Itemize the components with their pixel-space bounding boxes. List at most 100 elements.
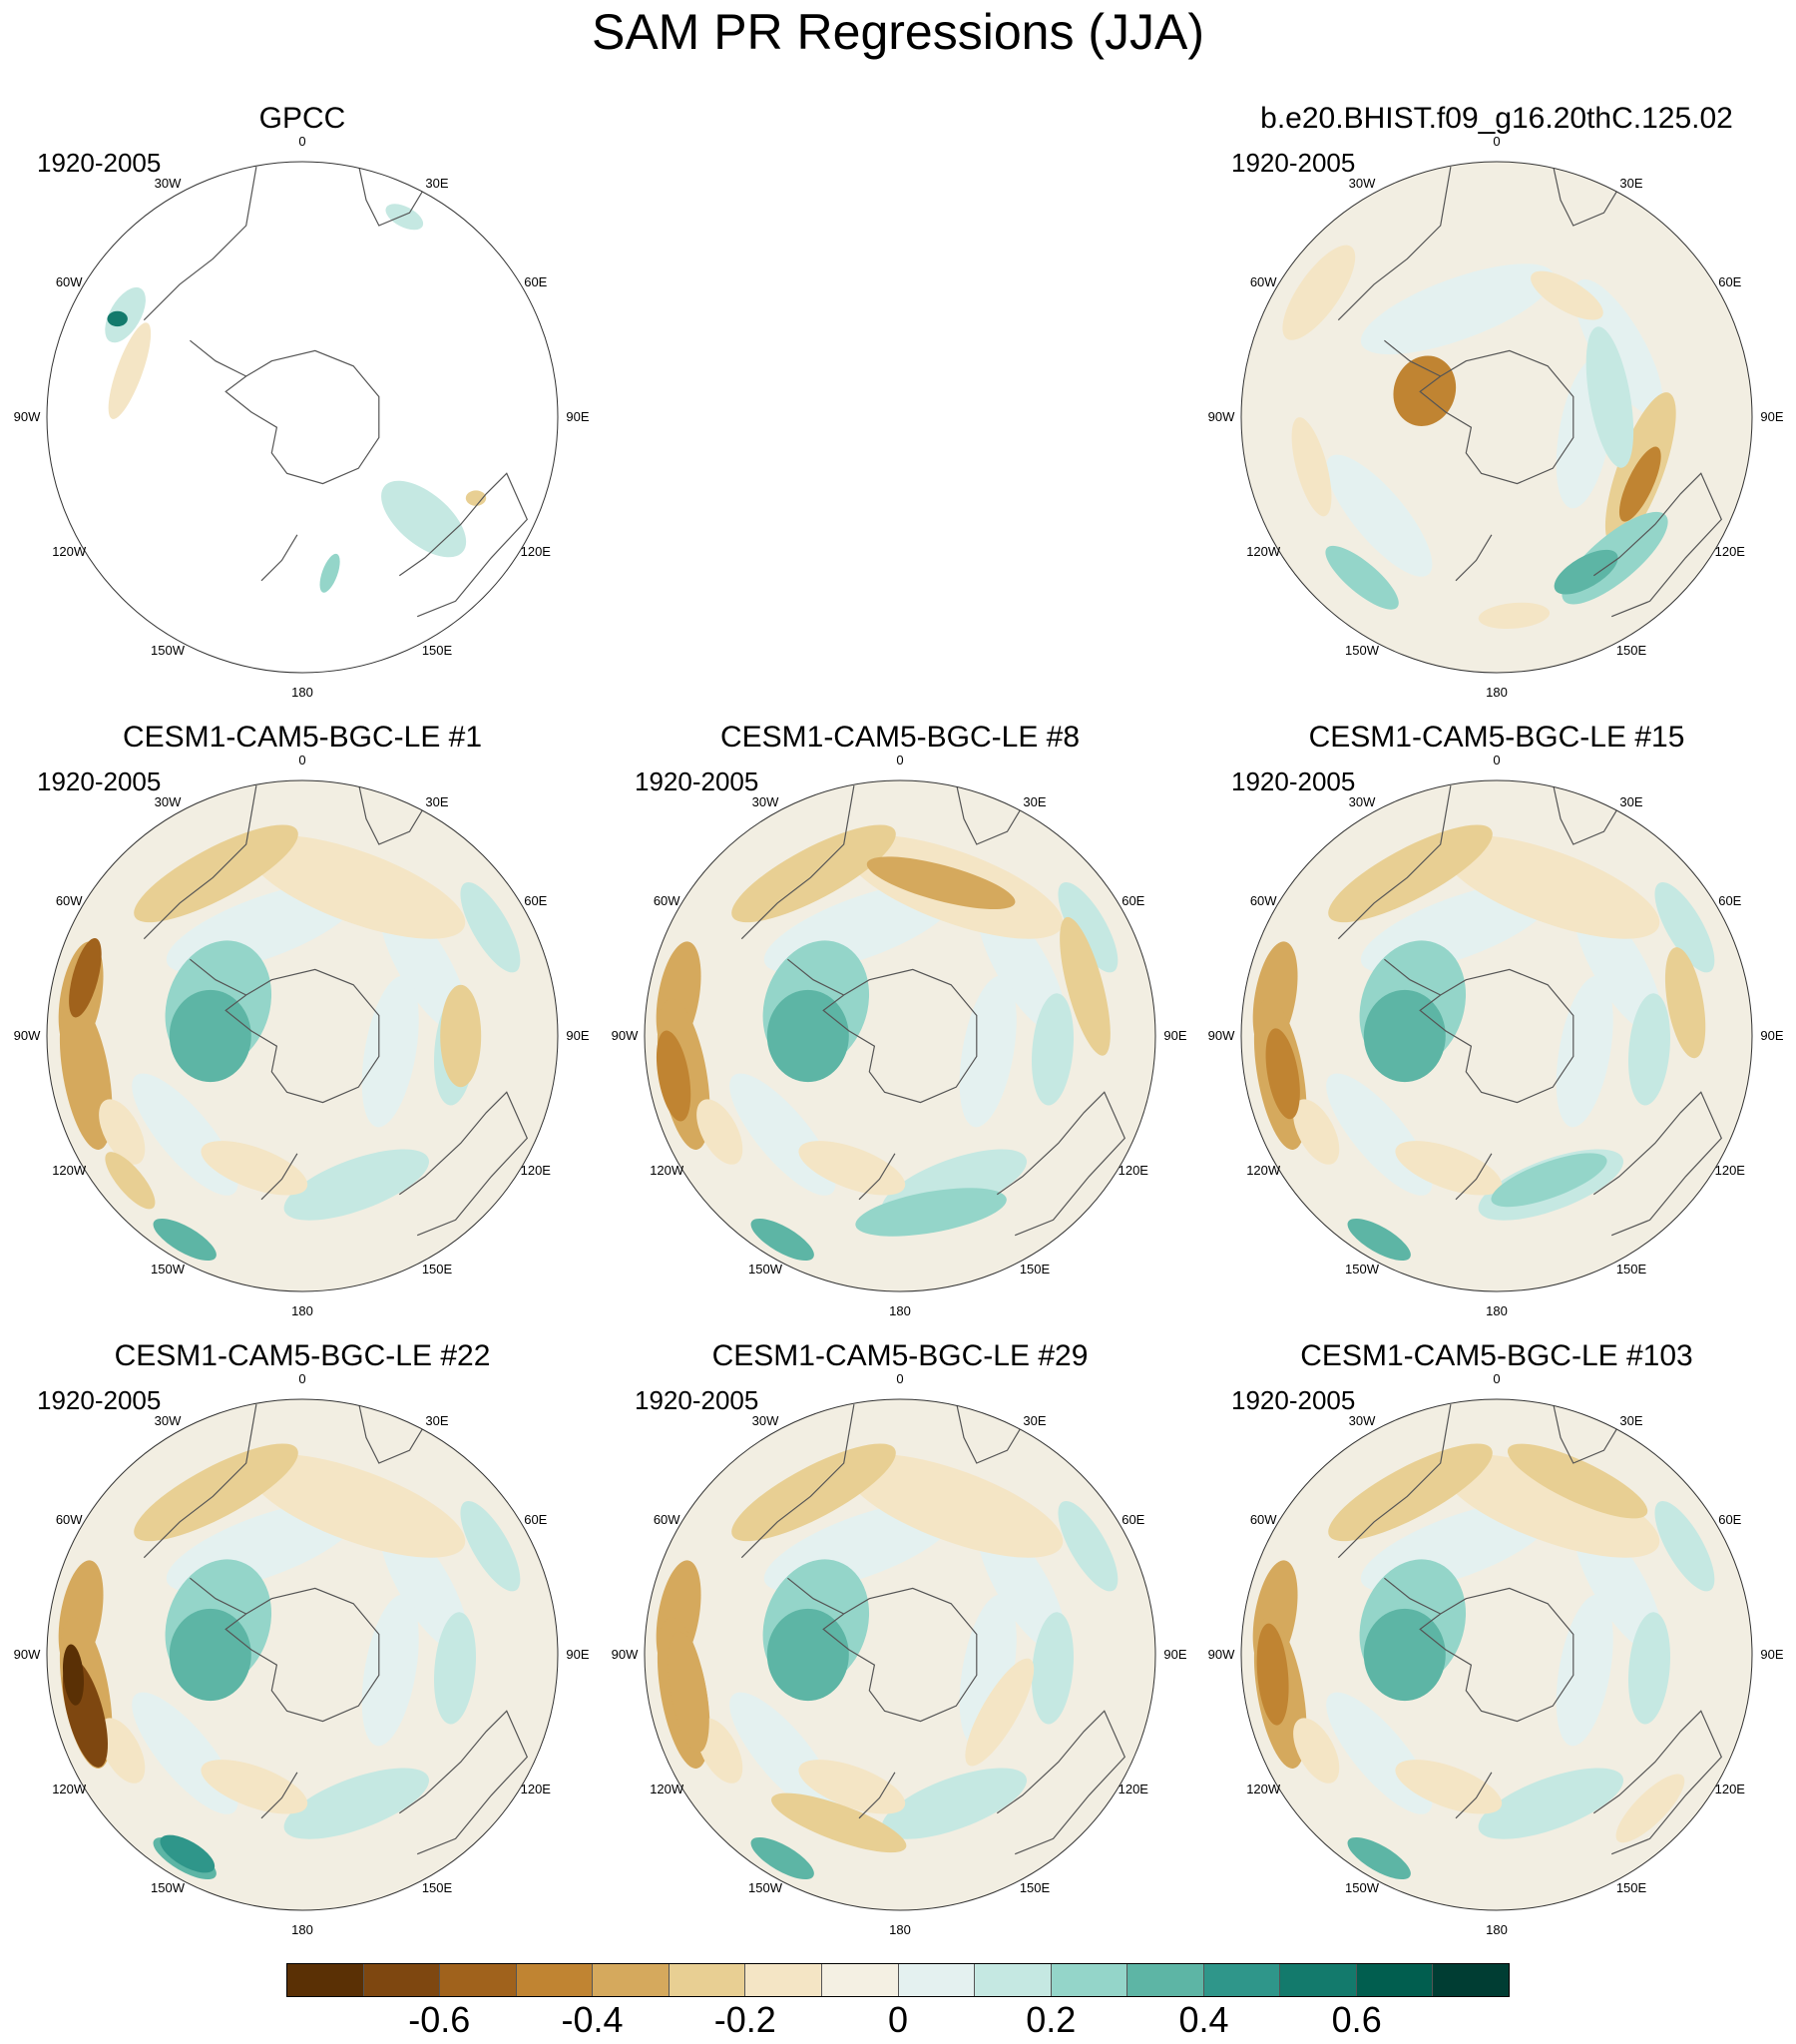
longitude-label: 150E [421, 1261, 453, 1277]
land-anomaly [385, 204, 424, 231]
africa-coastline [357, 164, 426, 227]
colorbar-swatch [745, 1964, 822, 1996]
anomaly-contour [1507, 1443, 1648, 1519]
longitude-label: 60E [524, 1512, 548, 1527]
map-boundary [1240, 779, 1753, 1292]
anomaly-contour [750, 1218, 814, 1262]
anomaly-field [645, 780, 1155, 1291]
anomaly-contour [169, 1608, 251, 1702]
anomaly-field [1241, 780, 1752, 1291]
anomaly-contour [1293, 1099, 1340, 1165]
longitude-label: 60W [1249, 274, 1277, 289]
anomaly-contour [361, 1594, 419, 1747]
colorbar-swatch [669, 1964, 746, 1996]
longitude-label: 180 [1486, 685, 1508, 700]
longitude-label: 90E [1163, 1647, 1187, 1662]
anomaly-contour [798, 1141, 906, 1196]
longitude-label: 120W [52, 1782, 87, 1796]
anomaly-contour [283, 1149, 429, 1221]
longitude-label: 90W [13, 409, 41, 424]
polar-map [1240, 779, 1753, 1292]
longitude-label: 90W [1207, 1028, 1235, 1043]
anomaly-contour [1031, 993, 1075, 1106]
south-america-coastline [1337, 784, 1452, 940]
colorbar-swatch [363, 1964, 441, 1996]
longitude-label: 90E [1760, 1647, 1784, 1662]
panel-title: CESM1-CAM5-BGC-LE #22 [114, 1339, 491, 1372]
longitude-label: 60W [55, 274, 83, 289]
anomaly-contour [1325, 545, 1399, 610]
longitude-label: 150E [421, 642, 453, 658]
longitude-label: 180 [1486, 1922, 1508, 1937]
panel-period: 1920-2005 [1231, 1385, 1356, 1415]
anomaly-contour [1478, 1768, 1623, 1839]
colorbar-label: 0.2 [1026, 1999, 1077, 2040]
longitude-label: 60W [55, 893, 83, 908]
longitude-label: 180 [291, 685, 313, 700]
anomaly-contour [1058, 1500, 1119, 1592]
anomaly-field [47, 1399, 558, 1910]
south-america-coastline [740, 784, 855, 940]
africa-coastline [1552, 782, 1620, 845]
longitude-label: 60E [1718, 274, 1742, 289]
anomaly-contour [105, 1152, 156, 1210]
anomaly-contour [1627, 1612, 1671, 1725]
colorbar-swatch [516, 1964, 594, 1996]
longitude-label: 180 [889, 1922, 911, 1937]
longitude-label: 30E [1023, 1413, 1047, 1429]
south-america-coastline [143, 166, 257, 321]
map-boundary [1240, 1398, 1753, 1911]
antarctica-coastline [1419, 349, 1574, 485]
longitude-label: 120E [1714, 544, 1745, 559]
anomaly-contour [1291, 417, 1332, 517]
longitude-label: 60E [1718, 893, 1742, 908]
colorbar-label: -0.6 [408, 1999, 471, 2040]
anomaly-contour [866, 856, 1016, 910]
antarctic-peninsula-coastline [190, 1577, 246, 1615]
longitude-label: 120W [1246, 1163, 1281, 1178]
longitude-label: 120E [1714, 1163, 1745, 1178]
longitude-label: 30E [425, 176, 449, 192]
antarctica-coastline [1419, 968, 1574, 1104]
longitude-label: 150W [748, 1879, 782, 1895]
colorbar-swatch [898, 1964, 976, 1996]
colorbar-swatch [1433, 1964, 1509, 1996]
colorbar-swatch [1280, 1964, 1357, 1996]
australia-coastline [1592, 1091, 1723, 1237]
anomaly-contour [965, 1658, 1035, 1767]
anomaly-contour [1615, 1774, 1685, 1843]
longitude-label: 150E [421, 1879, 453, 1895]
colorbar-swatch [1203, 1964, 1281, 1996]
anomaly-contour [247, 1454, 466, 1558]
longitude-label: 120W [52, 544, 87, 559]
south-america-coastline [143, 1403, 257, 1559]
anomaly-contour [1627, 993, 1671, 1106]
anomaly-contour [1531, 270, 1603, 320]
australia-coastline [996, 1091, 1126, 1237]
colorbar-swatch [287, 1964, 364, 1996]
longitude-label: 150W [1345, 642, 1379, 658]
longitude-label: 120E [520, 544, 551, 559]
longitude-label: 30W [154, 1413, 182, 1429]
longitude-label: 120E [520, 1163, 551, 1178]
anomaly-contour [1491, 1153, 1607, 1208]
longitude-label: 90E [566, 1647, 590, 1662]
colorbar-swatch [593, 1964, 670, 1996]
anomaly-contour [247, 835, 466, 939]
anomaly-contour [731, 824, 896, 923]
longitude-label: 150E [1615, 642, 1647, 658]
longitude-label: 30W [154, 794, 182, 810]
longitude-label: 30E [425, 794, 449, 810]
panel-period: 1920-2005 [37, 1385, 162, 1415]
anomaly-contour [845, 1454, 1064, 1558]
new-zealand-coastline [260, 534, 298, 582]
anomaly-contour [1265, 1028, 1300, 1120]
longitude-label: 120W [52, 1163, 87, 1178]
longitude-label: 120E [1118, 1163, 1148, 1178]
panel-title: CESM1-CAM5-BGC-LE #15 [1308, 721, 1685, 754]
colorbar-swatch [975, 1964, 1052, 1996]
anomaly-contour [1556, 975, 1613, 1128]
longitude-label: 30W [1348, 176, 1376, 192]
panel-period: 1920-2005 [635, 766, 759, 796]
longitude-label: 30W [1348, 794, 1376, 810]
